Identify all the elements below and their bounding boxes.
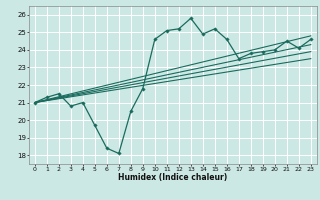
- X-axis label: Humidex (Indice chaleur): Humidex (Indice chaleur): [118, 173, 228, 182]
